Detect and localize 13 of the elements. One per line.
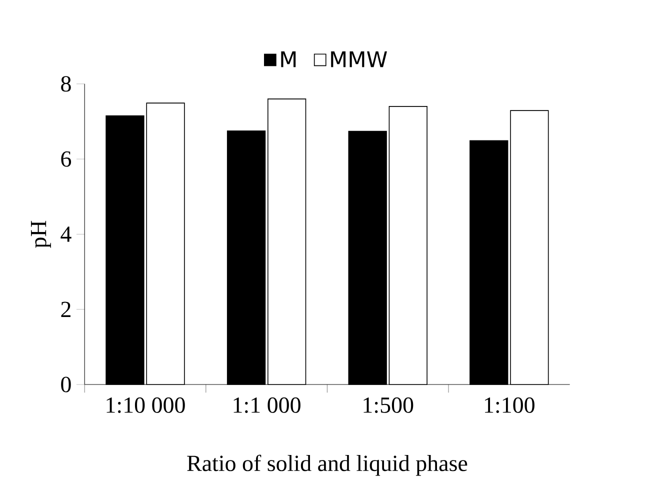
y-tick-label: 0	[61, 377, 71, 393]
y-tick-label: 8	[61, 76, 71, 92]
x-axis-title: Ratio of solid and liquid phase	[187, 454, 468, 476]
x-tick-label: 1:10 000	[106, 398, 185, 414]
y-tick-label: 2	[61, 302, 70, 318]
x-tick-label: 1:500	[364, 398, 414, 414]
legend-label: M	[281, 52, 296, 68]
y-tick-label: 4	[60, 226, 72, 242]
legend-label: MMW	[331, 52, 387, 68]
y-axis-title: pH	[31, 221, 51, 248]
y-tick-label: 6	[61, 152, 72, 168]
x-tick-label: 1:100	[485, 398, 534, 414]
x-tick-label: 1:1 000	[234, 398, 300, 414]
